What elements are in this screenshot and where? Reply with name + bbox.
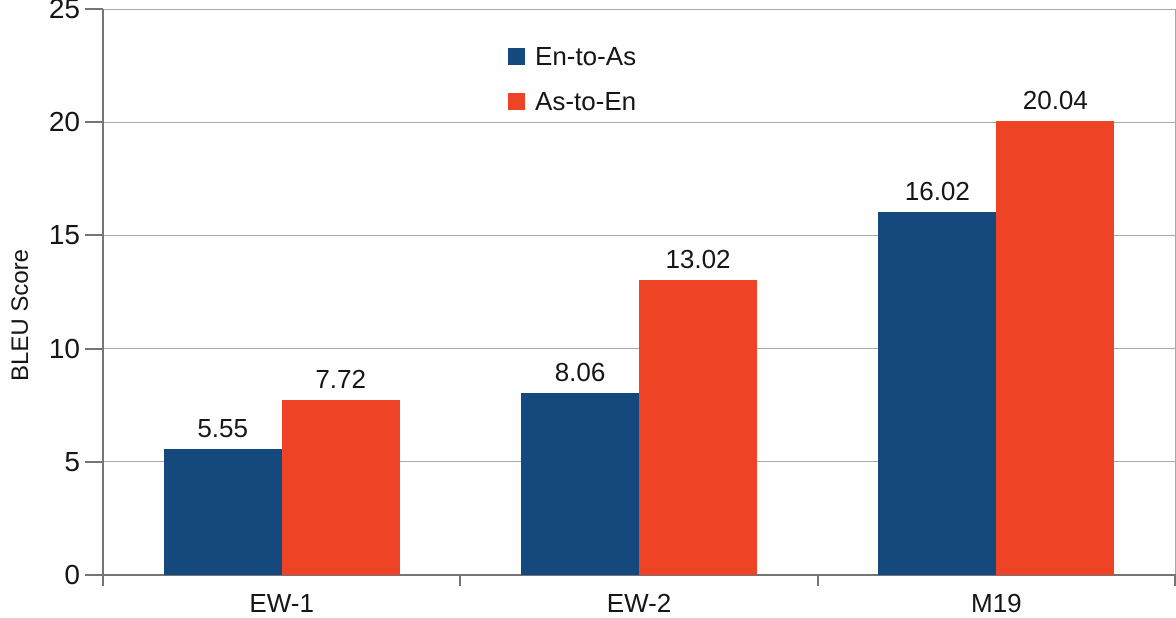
bar-value-label: 5.55 <box>197 413 248 444</box>
x-axis-tick <box>816 575 819 586</box>
bar-value-label: 13.02 <box>665 244 731 275</box>
y-axis-tick <box>85 121 103 124</box>
legend-item-as-to-en: As-to-En <box>508 86 636 116</box>
y-tick-label: 10 <box>48 332 80 364</box>
y-axis-tick <box>85 347 103 350</box>
y-axis-tick <box>85 8 103 10</box>
y-tick-label: 5 <box>64 445 80 477</box>
bar-en-to-as-ew-1 <box>163 449 282 575</box>
bar-value-label: 7.72 <box>315 364 366 395</box>
gridline <box>103 121 1175 123</box>
x-axis-line <box>85 574 1176 576</box>
x-axis-tick <box>1174 575 1176 586</box>
bar-as-to-en-ew-1 <box>281 400 400 575</box>
bar-value-label: 8.06 <box>554 356 606 387</box>
legend-color-swatch-icon <box>508 92 525 110</box>
gridline <box>103 234 1175 236</box>
gridline <box>103 8 1175 10</box>
y-axis-tick <box>85 460 103 463</box>
legend-color-swatch-icon <box>508 47 525 65</box>
bar-as-to-en-ew-2 <box>639 280 757 575</box>
legend-label: As-to-En <box>535 86 637 116</box>
y-tick-label: 0 <box>64 559 80 590</box>
y-tick-label: 20 <box>48 106 80 138</box>
bar-en-to-as-m19 <box>878 212 997 575</box>
x-axis-tick <box>459 575 462 586</box>
legend: En-to-As As-to-En <box>508 41 636 131</box>
x-category-label: EW-1 <box>249 588 314 618</box>
y-tick-label: 25 <box>48 0 80 24</box>
bar-as-to-en-m19 <box>996 121 1115 575</box>
y-axis-line <box>102 9 104 586</box>
bar-en-to-as-ew-2 <box>521 392 639 575</box>
bar-value-label: 16.02 <box>904 176 970 207</box>
legend-label: En-to-As <box>535 41 637 71</box>
legend-item-en-to-as: En-to-As <box>508 41 636 71</box>
x-category-label: M19 <box>971 588 1022 618</box>
y-tick-label: 15 <box>48 219 80 251</box>
bar-value-label: 20.04 <box>1022 85 1088 116</box>
x-category-label: EW-2 <box>606 588 672 618</box>
y-axis-tick <box>85 234 103 237</box>
